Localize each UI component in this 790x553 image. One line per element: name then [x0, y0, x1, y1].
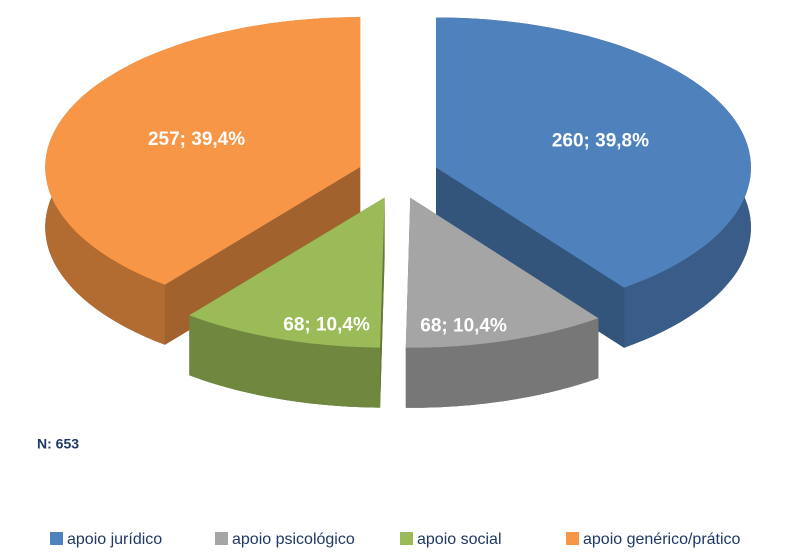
slice-rim	[189, 315, 381, 408]
data-label: 257; 39,4%	[148, 129, 245, 150]
slice-top	[189, 197, 385, 348]
slice: 260; 39,8%	[436, 17, 751, 348]
slice-top	[45, 17, 361, 285]
legend-label: apoio jurídico	[67, 531, 162, 548]
annotation: N: 653	[37, 436, 79, 452]
legend-swatch	[566, 532, 579, 545]
legend-swatch	[50, 532, 63, 545]
legend-swatch	[400, 532, 413, 545]
slice: 68; 10,4%	[189, 197, 385, 408]
slice-wall	[436, 167, 625, 348]
data-label: 68; 10,4%	[283, 314, 370, 335]
slice-rim	[405, 318, 599, 408]
slice-top	[436, 17, 751, 288]
data-label: 68; 10,4%	[420, 315, 507, 336]
data-label: 260; 39,8%	[552, 131, 649, 152]
legend-label: apoio psicológico	[232, 531, 355, 548]
slice-top	[405, 197, 599, 348]
legend-label: apoio genérico/prático	[583, 531, 741, 548]
slice: 68; 10,4%	[405, 197, 599, 408]
legend-label: apoio social	[417, 531, 502, 548]
slice-wall	[164, 167, 361, 345]
legend-swatch	[215, 532, 228, 545]
slice: 257; 39,4%	[45, 17, 361, 345]
